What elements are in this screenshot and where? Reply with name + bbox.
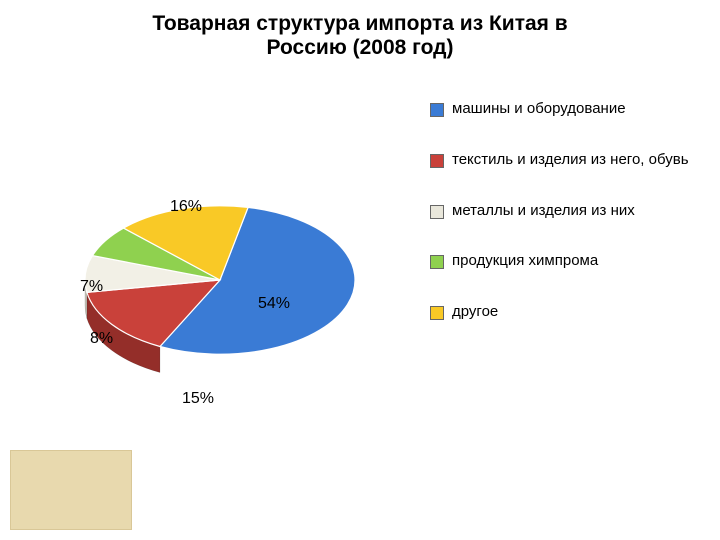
slice-label-3: 7% bbox=[80, 278, 103, 296]
legend-item-2: металлы и изделия из них bbox=[430, 202, 710, 221]
decorative-box bbox=[10, 450, 132, 530]
legend-item-1: текстиль и изделия из него, обувь bbox=[430, 151, 710, 170]
slice-label-2: 8% bbox=[90, 330, 113, 348]
chart-title-line2: Россию (2008 год) bbox=[0, 36, 720, 60]
slice-label-0: 54% bbox=[258, 295, 290, 313]
legend-label-0: машины и оборудование bbox=[452, 100, 626, 119]
legend-label-1: текстиль и изделия из него, обувь bbox=[452, 151, 689, 170]
legend-item-4: другое bbox=[430, 303, 710, 322]
legend-swatch-1 bbox=[430, 154, 444, 168]
legend-label-2: металлы и изделия из них bbox=[452, 202, 635, 221]
legend-label-4: другое bbox=[452, 303, 498, 322]
legend-swatch-2 bbox=[430, 205, 444, 219]
legend-item-3: продукция химпрома bbox=[430, 252, 710, 271]
pie-chart: 54% 15% 8% 7% 16% bbox=[40, 100, 400, 440]
legend-label-3: продукция химпрома bbox=[452, 252, 598, 271]
legend-item-0: машины и оборудование bbox=[430, 100, 710, 119]
legend: машины и оборудование текстиль и изделия… bbox=[430, 100, 710, 354]
chart-title-line1: Товарная структура импорта из Китая в bbox=[0, 12, 720, 36]
legend-swatch-3 bbox=[430, 255, 444, 269]
legend-swatch-4 bbox=[430, 306, 444, 320]
legend-swatch-0 bbox=[430, 103, 444, 117]
slice-label-4: 16% bbox=[170, 198, 202, 216]
slice-label-1: 15% bbox=[182, 390, 214, 408]
